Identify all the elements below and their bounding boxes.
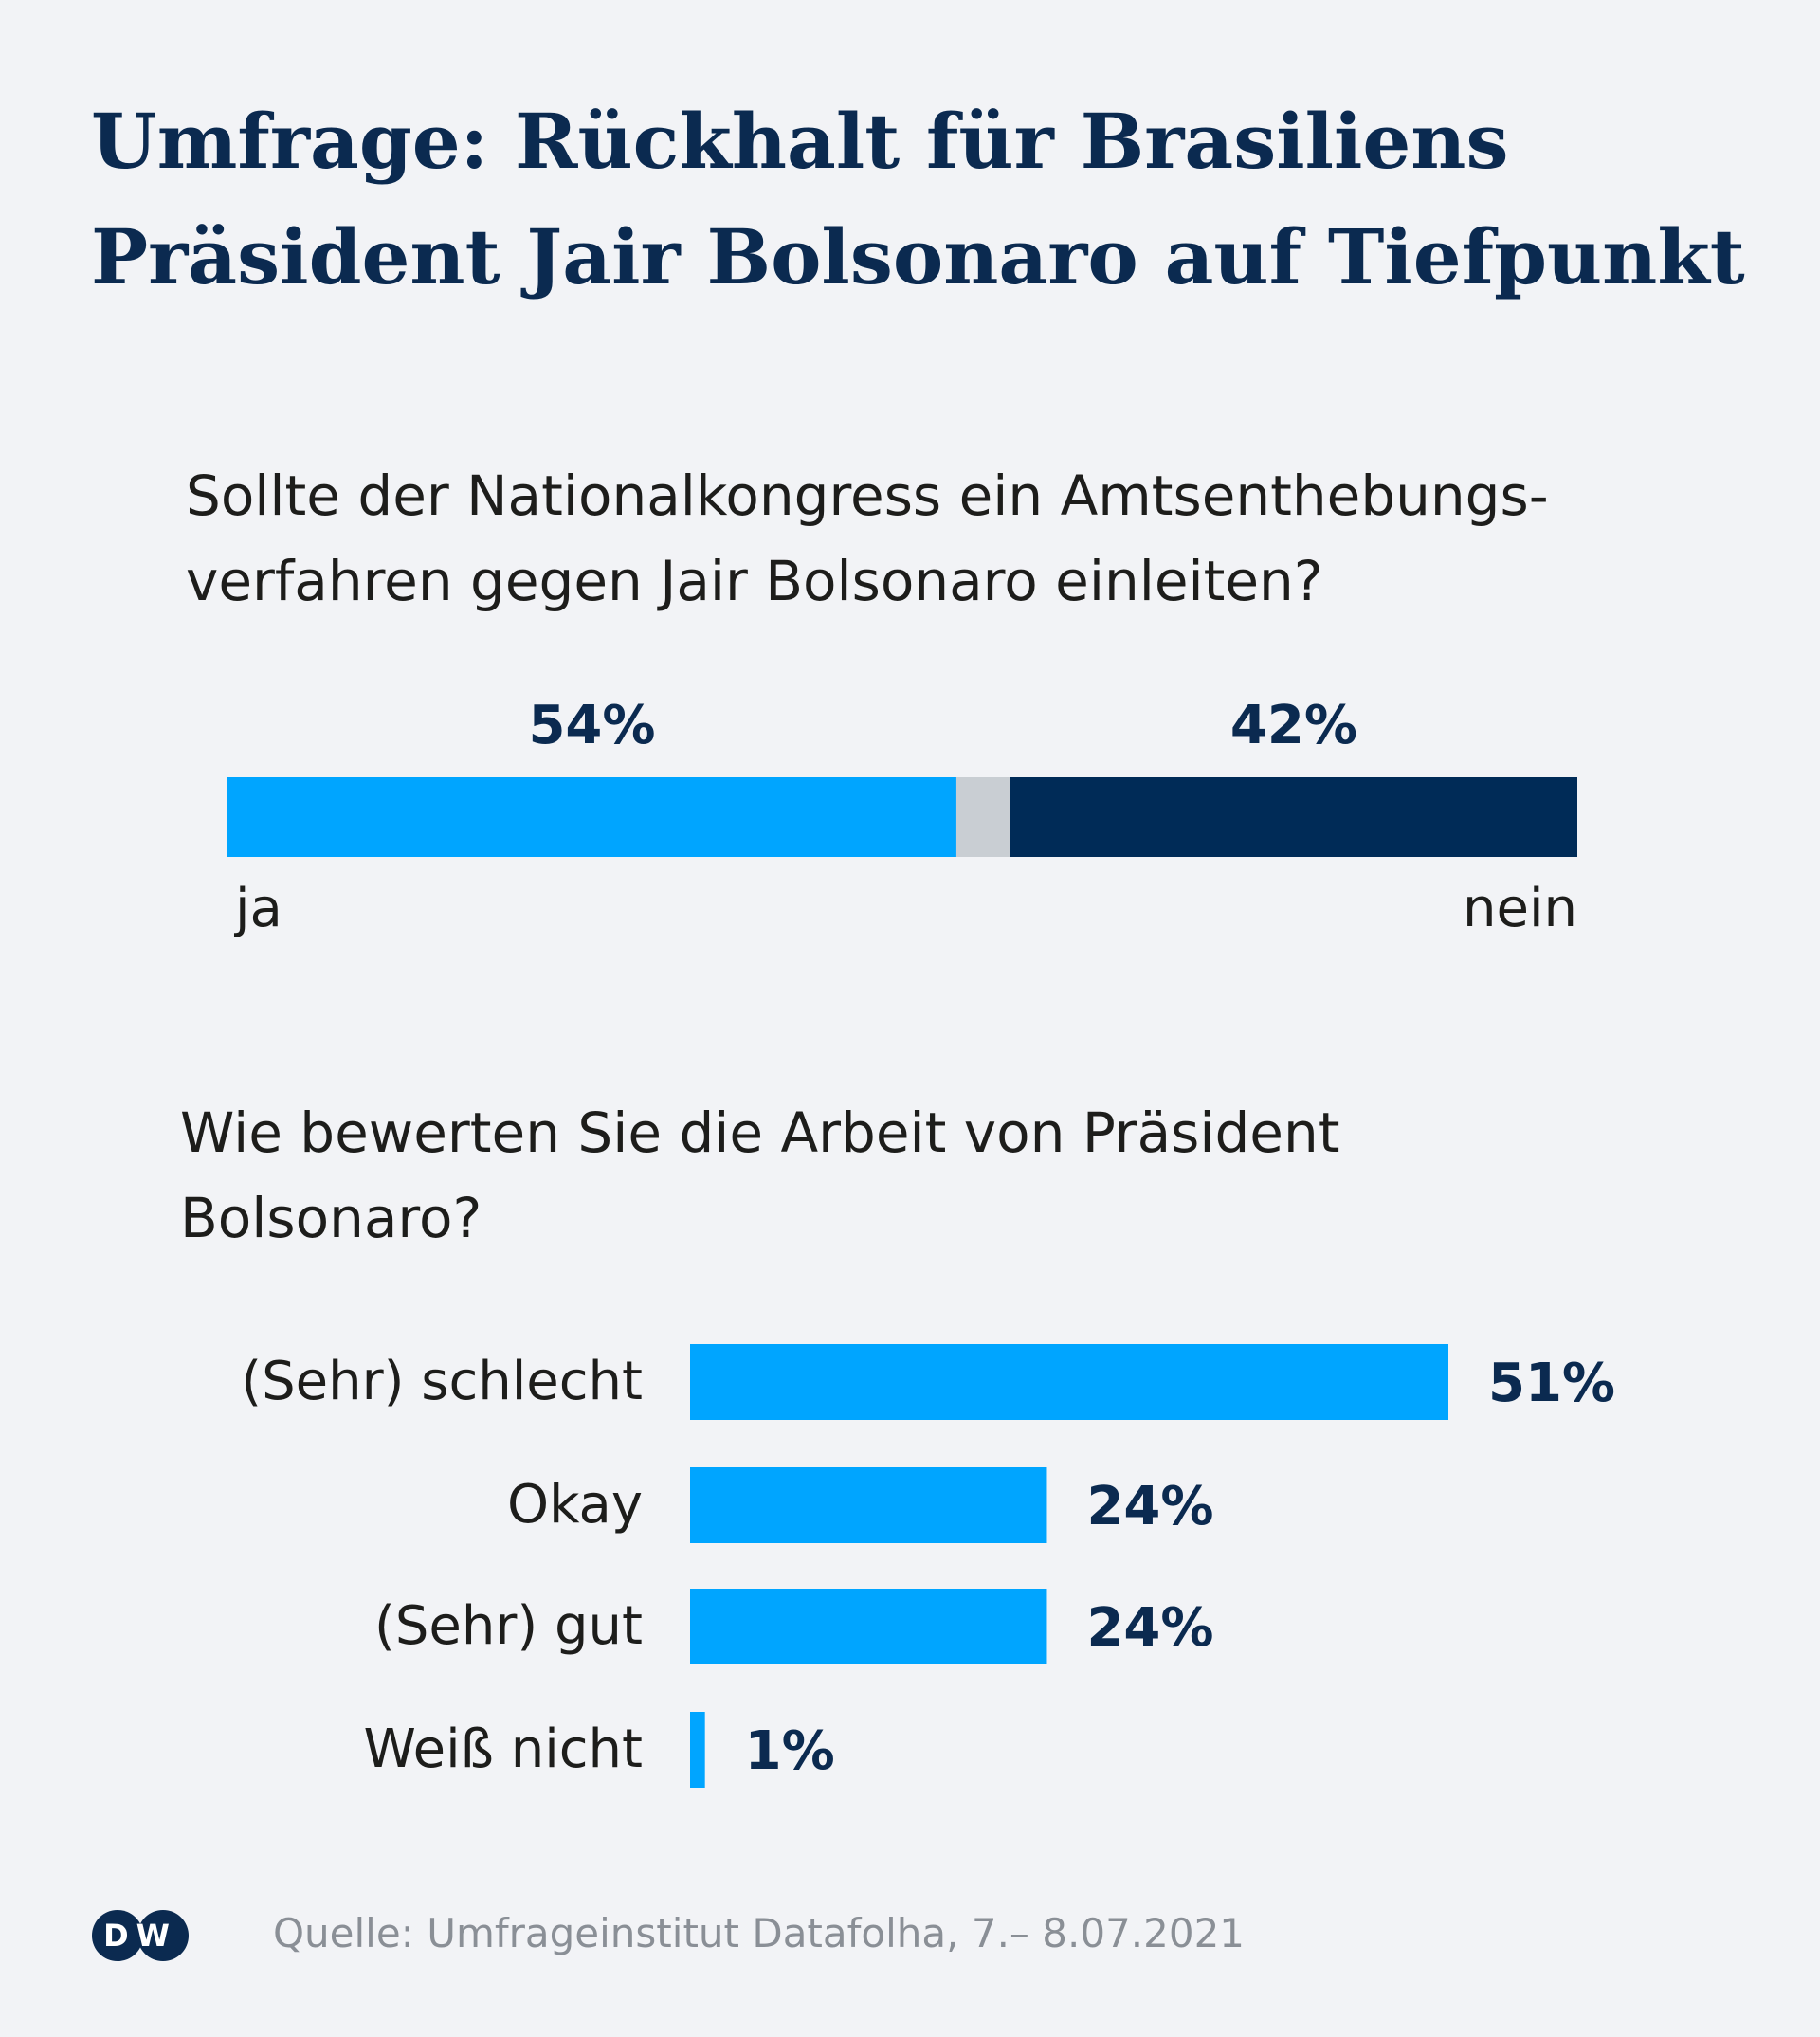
question-approval-line-2: Bolsonaro?	[180, 1186, 482, 1250]
value-label-weiß-nicht: 1%	[745, 1720, 835, 1782]
category-label-sehr-gut: (Sehr) gut	[374, 1595, 643, 1657]
chart-title-line-1: Umfrage: Rückhalt für Brasiliens	[91, 97, 1509, 186]
impeachment-bar-segments	[228, 777, 1577, 857]
impeachment-value-labels: 54% 42%	[528, 695, 1357, 756]
source-note: Quelle: Umfrageinstitut Datafolha, 7.– 8…	[273, 1910, 1246, 1956]
axis-label-nein: nein	[1463, 878, 1577, 939]
approval-bars	[690, 1344, 1448, 1788]
bar-okay	[690, 1467, 1047, 1543]
question-impeachment-line-1: Sollte der Nationalkongress ein Amtsenth…	[186, 464, 1549, 528]
dw-logo: DW	[91, 1909, 190, 1962]
stacked-segment-undecided	[956, 777, 1010, 857]
chart-title-line-2: Präsident Jair Bolsonaro auf Tiefpunkt	[91, 212, 1745, 301]
bar-sehr-gut	[690, 1589, 1047, 1664]
value-label-nein: 42%	[1230, 695, 1357, 756]
dw-logo-icon: DW	[92, 1910, 189, 1961]
stacked-segment-nein	[1010, 777, 1577, 857]
value-label-ja: 54%	[528, 695, 655, 756]
question-approval: Wie bewerten Sie die Arbeit von Präsiden…	[180, 1090, 1340, 1261]
question-approval-line-1: Wie bewerten Sie die Arbeit von Präsiden…	[180, 1100, 1340, 1165]
category-label-okay: Okay	[507, 1474, 643, 1536]
impeachment-stacked-bar-chart: 54% 42% ja nein	[228, 695, 1577, 939]
approval-category-labels: (Sehr) schlecht Okay (Sehr) gut Weiß nicht	[241, 1351, 643, 1780]
bar-weiß-nicht	[690, 1712, 705, 1788]
value-label-sehr-gut: 24%	[1086, 1597, 1213, 1659]
stacked-segment-ja	[228, 777, 956, 857]
category-label-sehr-schlecht: (Sehr) schlecht	[241, 1351, 643, 1412]
dw-logo-text: DW	[103, 1918, 177, 1954]
axis-label-ja: ja	[233, 878, 282, 939]
question-impeachment: Sollte der Nationalkongress ein Amtsenth…	[186, 453, 1549, 624]
category-label-weiß-nicht: Weiß nicht	[364, 1719, 643, 1780]
value-label-okay: 24%	[1086, 1476, 1213, 1537]
value-label-sehr-schlecht: 51%	[1488, 1353, 1615, 1414]
bar-sehr-schlecht	[690, 1344, 1448, 1420]
question-impeachment-line-2: verfahren gegen Jair Bolsonaro einleiten…	[186, 549, 1323, 613]
chart-title: Umfrage: Rückhalt für Brasiliens Präside…	[91, 83, 1778, 315]
approval-value-labels: 51% 24% 24% 1%	[745, 1353, 1615, 1782]
